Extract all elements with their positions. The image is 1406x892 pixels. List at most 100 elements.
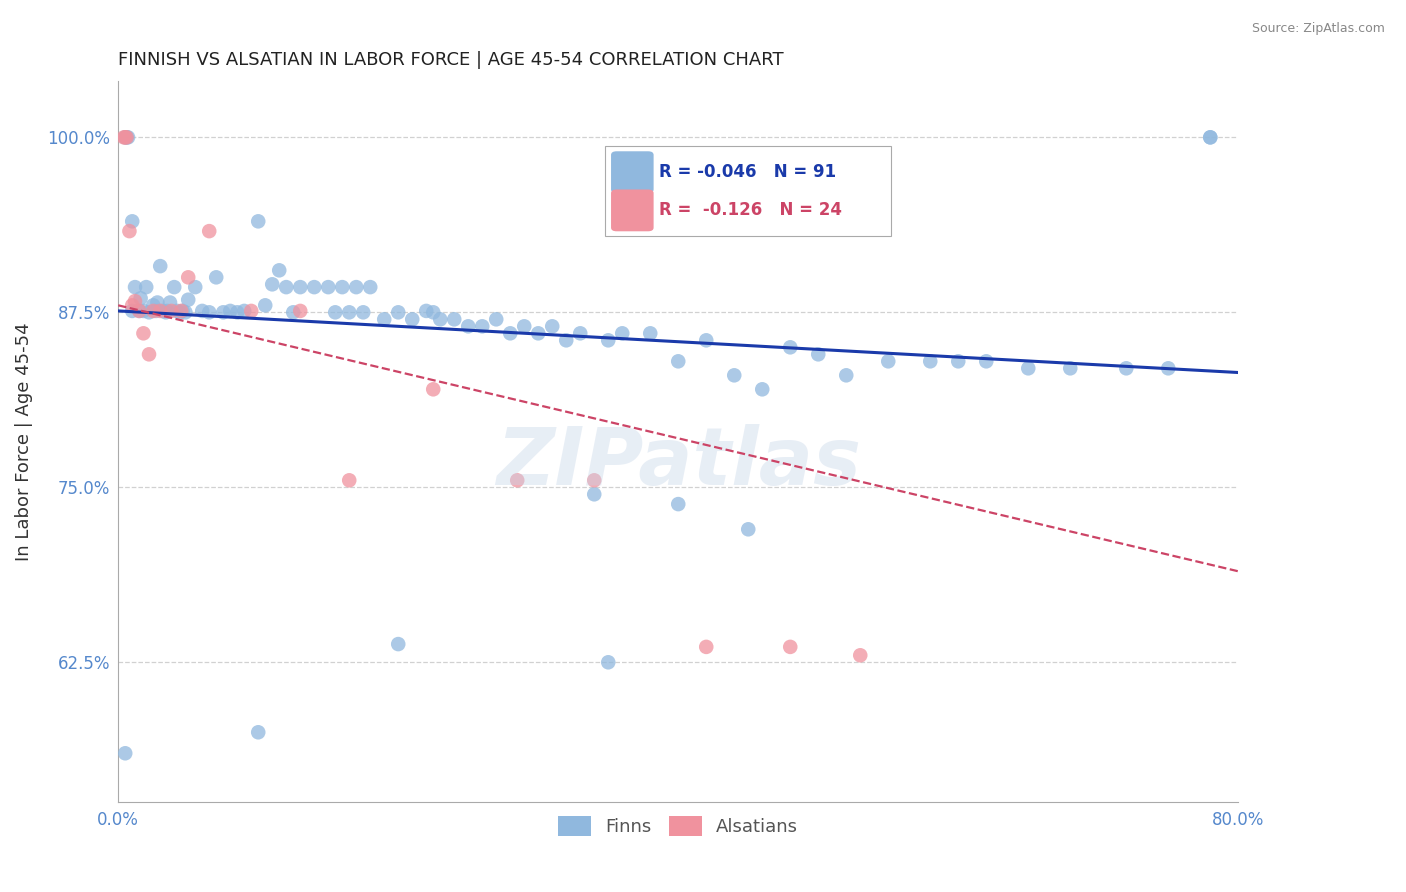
Y-axis label: In Labor Force | Age 45-54: In Labor Force | Age 45-54: [15, 323, 32, 561]
Point: [499, 326, 522, 341]
Point: [169, 305, 191, 319]
Point: [583, 473, 606, 487]
FancyBboxPatch shape: [612, 189, 654, 231]
Point: [506, 473, 529, 487]
Point: [156, 304, 179, 318]
Point: [666, 497, 689, 511]
Point: [751, 382, 773, 396]
Point: [666, 354, 689, 368]
Point: [132, 326, 155, 341]
FancyBboxPatch shape: [612, 152, 654, 193]
Point: [145, 304, 167, 318]
Point: [835, 368, 858, 383]
Point: [807, 347, 830, 361]
Point: [779, 340, 801, 354]
Point: [212, 305, 235, 319]
Point: [198, 305, 221, 319]
Point: [920, 354, 942, 368]
Point: [177, 293, 200, 307]
Point: [262, 277, 284, 292]
Point: [429, 312, 451, 326]
Point: [163, 280, 186, 294]
Point: [142, 298, 165, 312]
Point: [138, 347, 160, 361]
Point: [422, 382, 444, 396]
Point: [344, 280, 367, 294]
Point: [121, 214, 143, 228]
Point: [695, 640, 717, 654]
Point: [352, 305, 374, 319]
Point: [276, 280, 298, 294]
Point: [172, 304, 194, 318]
Point: [142, 304, 165, 318]
Point: [387, 637, 409, 651]
Point: [1115, 361, 1137, 376]
Point: [779, 640, 801, 654]
Point: [226, 305, 249, 319]
Point: [422, 305, 444, 319]
Point: [247, 725, 270, 739]
Point: [583, 487, 606, 501]
Point: [302, 280, 325, 294]
Point: [117, 130, 139, 145]
Point: [337, 305, 360, 319]
Point: [160, 304, 183, 318]
Point: [598, 655, 620, 669]
Point: [115, 130, 138, 145]
Text: R =  -0.126   N = 24: R = -0.126 N = 24: [659, 202, 842, 219]
Point: [152, 304, 174, 318]
Point: [1199, 130, 1222, 145]
Point: [1017, 361, 1039, 376]
Point: [513, 319, 536, 334]
Point: [114, 130, 136, 145]
Point: [124, 294, 146, 309]
Point: [373, 312, 395, 326]
Point: [330, 280, 353, 294]
Point: [149, 259, 172, 273]
Point: [723, 368, 745, 383]
Point: [695, 334, 717, 348]
Point: [184, 280, 207, 294]
Point: [598, 334, 620, 348]
Point: [115, 130, 138, 145]
Point: [457, 319, 479, 334]
Point: [240, 304, 263, 318]
Point: [555, 334, 578, 348]
Text: Source: ZipAtlas.com: Source: ZipAtlas.com: [1251, 22, 1385, 36]
Point: [135, 280, 157, 294]
Point: [233, 304, 256, 318]
FancyBboxPatch shape: [606, 146, 891, 236]
Point: [387, 305, 409, 319]
Point: [1199, 130, 1222, 145]
Point: [337, 473, 360, 487]
Point: [114, 746, 136, 760]
Point: [121, 304, 143, 318]
Point: [170, 304, 193, 318]
Point: [612, 326, 634, 341]
Point: [1157, 361, 1180, 376]
Point: [166, 304, 188, 318]
Point: [948, 354, 970, 368]
Point: [849, 648, 872, 663]
Point: [283, 305, 305, 319]
Point: [1059, 361, 1081, 376]
Point: [155, 305, 177, 319]
Point: [527, 326, 550, 341]
Point: [638, 326, 661, 341]
Point: [569, 326, 592, 341]
Point: [877, 354, 900, 368]
Point: [149, 304, 172, 318]
Point: [290, 280, 312, 294]
Point: [485, 312, 508, 326]
Point: [129, 291, 152, 305]
Point: [128, 304, 150, 318]
Point: [174, 305, 197, 319]
Point: [146, 295, 169, 310]
Point: [541, 319, 564, 334]
Point: [118, 224, 141, 238]
Point: [290, 304, 312, 318]
Point: [198, 224, 221, 238]
Point: [254, 298, 277, 312]
Point: [323, 305, 346, 319]
Point: [359, 280, 381, 294]
